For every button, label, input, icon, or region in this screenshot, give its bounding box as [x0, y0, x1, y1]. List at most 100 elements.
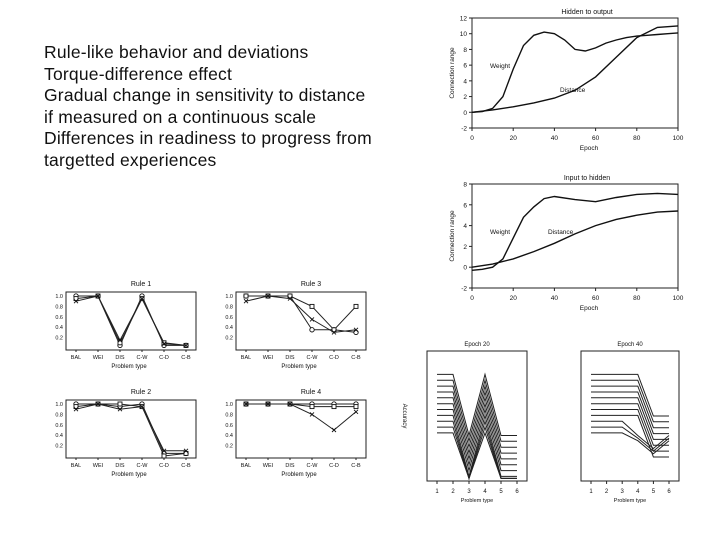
y-tick-label: 1.0	[55, 294, 63, 300]
accuracy-series	[437, 395, 517, 461]
accuracy-series	[437, 390, 517, 456]
y-tick-label: 0.8	[225, 412, 233, 418]
series-c	[246, 403, 357, 431]
x-tick-label: 5	[499, 489, 503, 495]
plot-frame	[471, 183, 679, 289]
y-tick-label: 0.4	[225, 325, 233, 331]
y-tick-label: 0.6	[225, 315, 233, 321]
accuracy-series	[437, 378, 517, 444]
y-tick-label: 10	[460, 31, 468, 38]
y-tick-label: 0.6	[55, 315, 63, 321]
point-cross	[265, 293, 271, 299]
series-a	[76, 403, 186, 454]
y-tick-label: 0.4	[225, 433, 233, 439]
point-cross	[309, 412, 315, 417]
y-tick-label: 4	[463, 78, 467, 85]
point-cross	[331, 427, 337, 433]
x-tick-label: 1	[589, 489, 593, 495]
plot-frame	[65, 399, 197, 459]
annotation-distance: Distance	[548, 229, 574, 236]
x-tick-label: DIS	[285, 355, 295, 361]
accuracy-series	[591, 373, 669, 417]
x-tick-label: 80	[633, 295, 641, 302]
accuracy-series	[591, 391, 669, 435]
y-tick-label: -2	[461, 286, 467, 293]
x-tick-label: BAL	[241, 355, 251, 361]
point-cross	[95, 293, 101, 299]
x-tick-label: WEI	[263, 355, 274, 361]
x-tick-label: 20	[510, 295, 518, 302]
point-cross	[287, 296, 293, 301]
accuracy-series	[437, 384, 517, 450]
bullet-3: Gradual change in sensitivity to distanc…	[44, 85, 366, 127]
x-tick-label: WEI	[93, 463, 104, 469]
accuracy-series	[591, 397, 669, 440]
y-tick-label: 2	[463, 94, 467, 101]
y-tick-label: 12	[460, 16, 468, 23]
bullet-list: Rule-like behavior and deviations Torque…	[44, 42, 374, 171]
accuracy-series	[591, 426, 670, 452]
chart-rule-4: Rule 4 0.2 0.4 0.6 0.8 1.0 BAL WEI DIS C-W C-D C-B P…	[225, 389, 367, 478]
y-tick-label: 8	[463, 47, 467, 54]
accuracy-series	[591, 379, 669, 423]
x-axis-label: Epoch	[580, 145, 599, 152]
plot-frame	[235, 399, 367, 459]
point-cross	[161, 448, 167, 454]
accuracy-series	[437, 431, 517, 480]
y-tick-label: 0.8	[55, 412, 63, 418]
point-cross	[287, 401, 293, 407]
point-cross	[183, 448, 189, 454]
x-tick-label: C-B	[351, 463, 361, 469]
y-tick-label: 0.2	[55, 444, 63, 450]
accuracy-series	[591, 432, 670, 455]
x-tick-label: C-W	[307, 355, 319, 361]
y-tick-label: 0.8	[55, 304, 63, 310]
x-tick-label: WEI	[93, 355, 104, 361]
chart-rule-3: Rule 3 0.2 0.4 0.6 0.8 1.0 BAL WEI DIS C-W C-D C-B P…	[225, 281, 367, 370]
x-tick-label: 6	[667, 489, 671, 495]
x-tick-label: 3	[621, 489, 625, 495]
plot-frame	[426, 350, 528, 482]
chart-rule-1: Rule 1 0.2 0.4 0.6 0.8 1.0 BAL WEI DIS C-W C-D C-B P…	[55, 281, 197, 370]
x-tick-label: C-W	[137, 355, 149, 361]
x-axis-label: Problem type	[281, 472, 317, 478]
series-c	[245, 295, 357, 333]
point-square	[309, 303, 315, 309]
x-tick-label: 2	[605, 489, 609, 495]
series-weight	[471, 31, 679, 113]
accuracy-series	[591, 420, 670, 450]
point-cross	[139, 296, 145, 301]
y-tick-label: 1.0	[55, 402, 63, 408]
point-cross	[243, 298, 249, 304]
y-tick-label: 1.0	[225, 294, 233, 300]
y-tick-label: 0	[463, 110, 467, 117]
bullet-2: Torque-difference effect	[44, 63, 233, 84]
x-tick-label: C-B	[181, 355, 191, 361]
series-b	[246, 295, 357, 331]
point-square	[353, 303, 359, 309]
x-axis-label: Problem type	[461, 498, 493, 504]
series-c	[75, 403, 186, 452]
y-tick-label: 2	[463, 244, 467, 251]
point-circle	[309, 327, 315, 333]
x-tick-label: 0	[470, 135, 474, 142]
point-cross	[243, 401, 249, 407]
y-tick-label: 0.2	[225, 444, 233, 450]
point-cross	[353, 409, 359, 415]
bullet-4: Differences in readiness to progress fro…	[44, 128, 372, 170]
series-weight	[471, 192, 679, 271]
point-cross	[183, 343, 189, 348]
point-cross	[95, 401, 101, 407]
x-tick-label: 100	[673, 135, 684, 142]
accuracy-series	[437, 401, 517, 467]
x-tick-label: 60	[592, 295, 600, 302]
series-distance	[471, 210, 679, 268]
y-axis-label: Connection range	[449, 210, 456, 262]
x-tick-label: 100	[673, 295, 684, 302]
accuracy-series	[591, 403, 669, 446]
point-square	[331, 404, 337, 410]
x-tick-label: C-W	[137, 463, 149, 469]
x-axis-label: Epoch	[580, 305, 599, 312]
accuracy-series	[591, 385, 669, 429]
